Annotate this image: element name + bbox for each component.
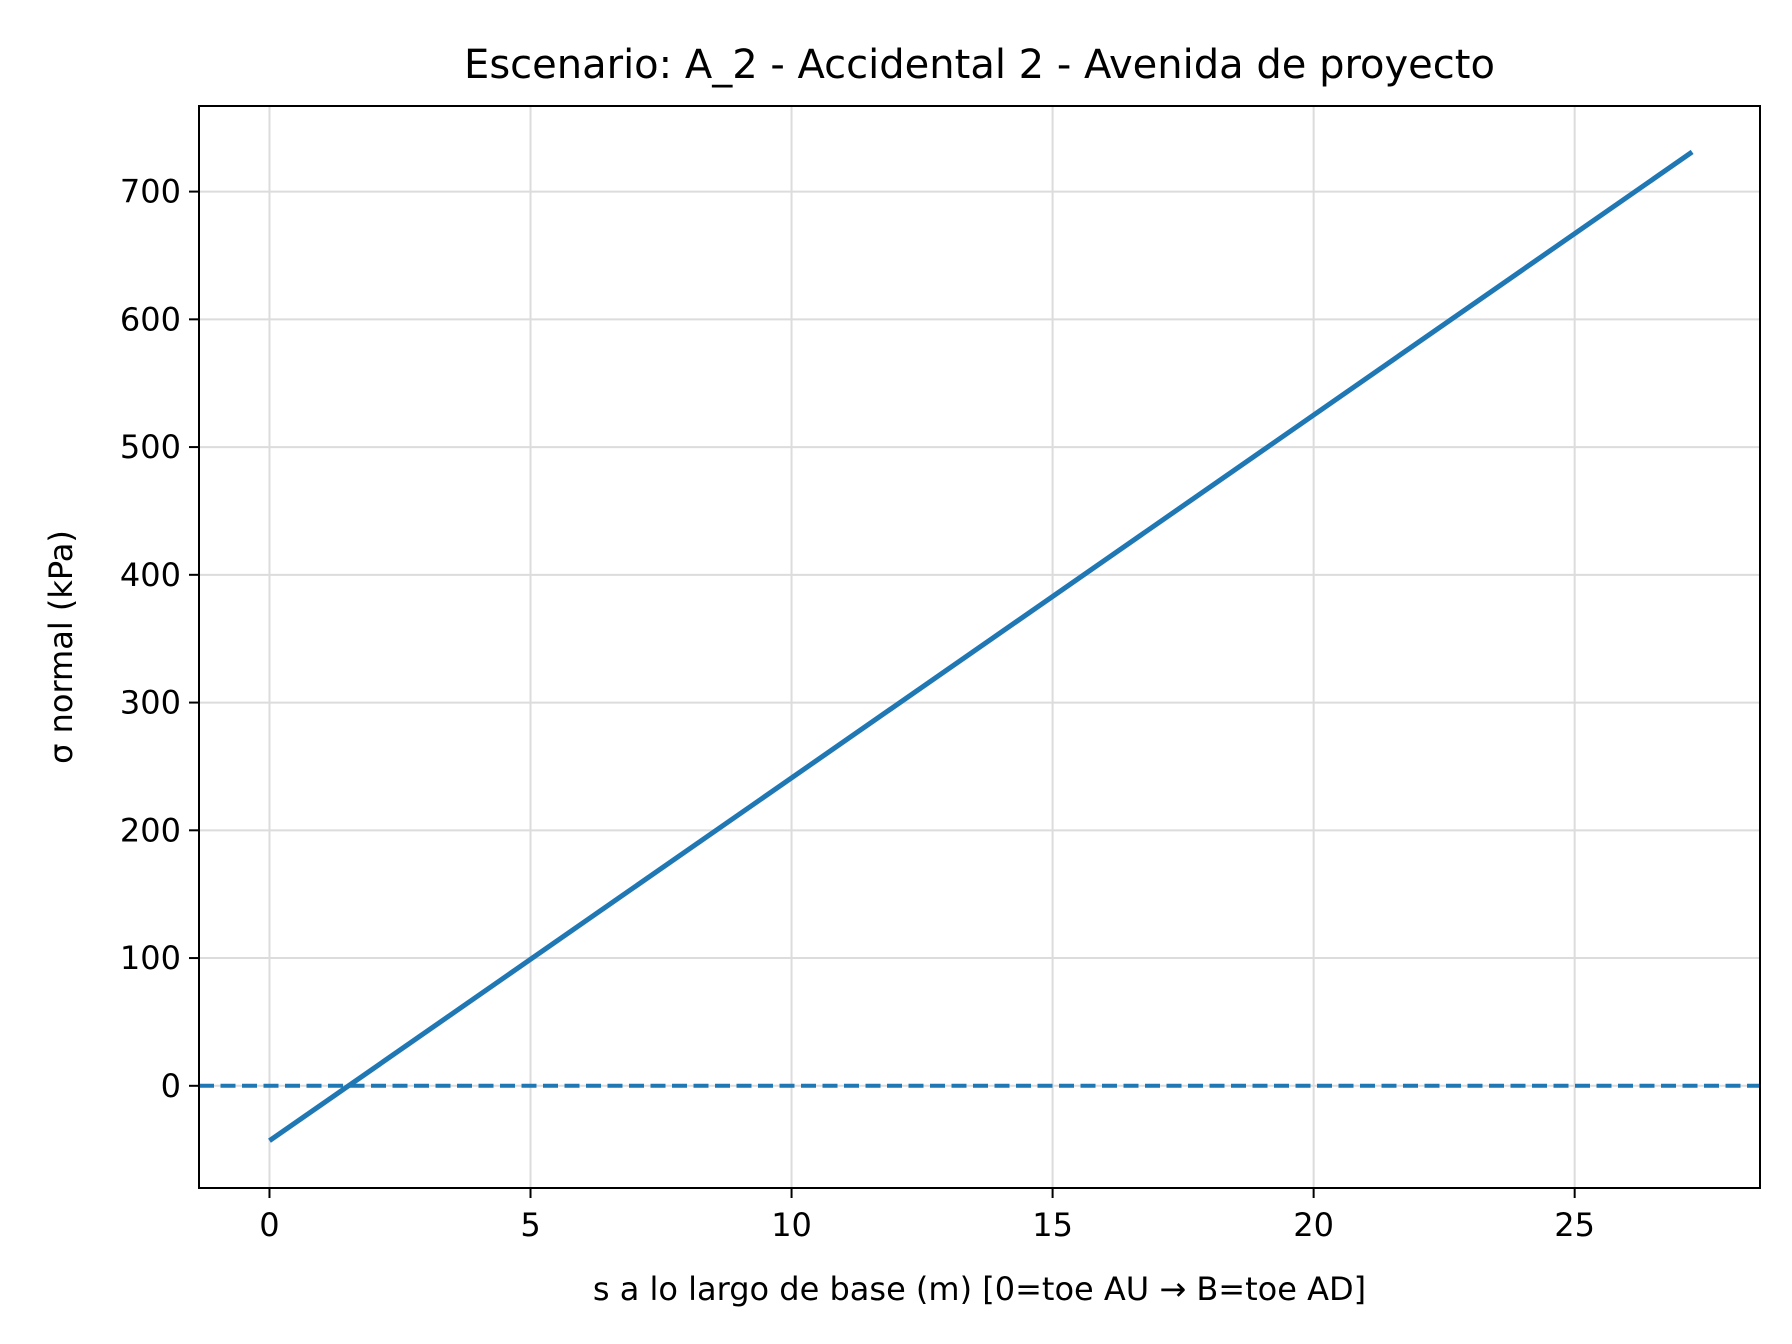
y-tick-label: 200 [120,811,181,849]
x-tick-label: 15 [1032,1206,1073,1244]
y-tick-label: 600 [120,300,181,338]
x-axis-label: s a lo largo de base (m) [0=toe AU → B=t… [593,1270,1366,1308]
series-line [268,149,1694,1143]
x-tick-label: 25 [1554,1206,1595,1244]
y-tick-label: 100 [120,939,181,977]
plot-frame [198,105,1761,1189]
x-tick-label: 10 [771,1206,812,1244]
y-axis-label: σ normal (kPa) [42,530,80,764]
y-tick-label: 0 [161,1067,181,1105]
x-tick-label: 0 [259,1206,279,1244]
y-tick-label: 700 [120,173,181,211]
x-axis-ticks: 0 5 10 15 20 25 [259,1188,1595,1244]
series-group [268,149,1694,1143]
y-tick-label: 400 [120,556,181,594]
chart-title: Escenario: A_2 - Accidental 2 - Avenida … [464,42,1495,88]
y-axis-ticks: 0 100 200 300 400 500 600 700 [120,173,199,1105]
grid [199,106,1760,1188]
x-tick-label: 5 [520,1206,540,1244]
y-tick-label: 500 [120,428,181,466]
y-tick-label: 300 [120,684,181,722]
x-tick-label: 20 [1293,1206,1334,1244]
